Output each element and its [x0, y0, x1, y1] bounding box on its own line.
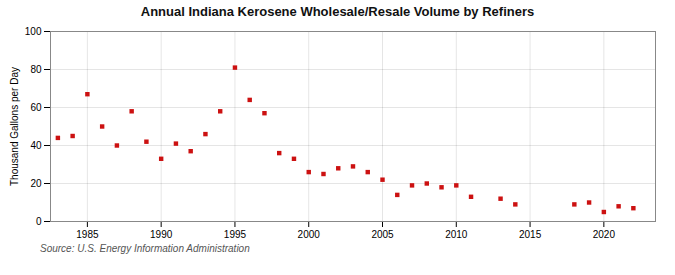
svg-text:80: 80	[30, 64, 42, 75]
svg-text:1995: 1995	[224, 229, 247, 240]
svg-text:40: 40	[30, 140, 42, 151]
svg-text:2000: 2000	[298, 229, 321, 240]
html-text:Source: U.S. Energy Informatio: Source: U.S. Energy Information Administ…	[40, 243, 250, 254]
svg-text:100: 100	[25, 26, 42, 37]
svg-text:1985: 1985	[76, 229, 99, 240]
svg-text:20: 20	[30, 178, 42, 189]
html-text:Annual Indiana Kerosene Wholes: Annual Indiana Kerosene Wholesale/Resale…	[140, 4, 535, 19]
svg-text:60: 60	[30, 102, 42, 113]
svg-text:Thousand Gallons per Day: Thousand Gallons per Day	[9, 67, 20, 186]
svg-text:2020: 2020	[593, 229, 616, 240]
svg-text:1990: 1990	[150, 229, 173, 240]
svg-text:0: 0	[36, 216, 42, 227]
svg-text:2015: 2015	[519, 229, 542, 240]
svg-text:2005: 2005	[371, 229, 394, 240]
svg-text:2010: 2010	[445, 229, 468, 240]
